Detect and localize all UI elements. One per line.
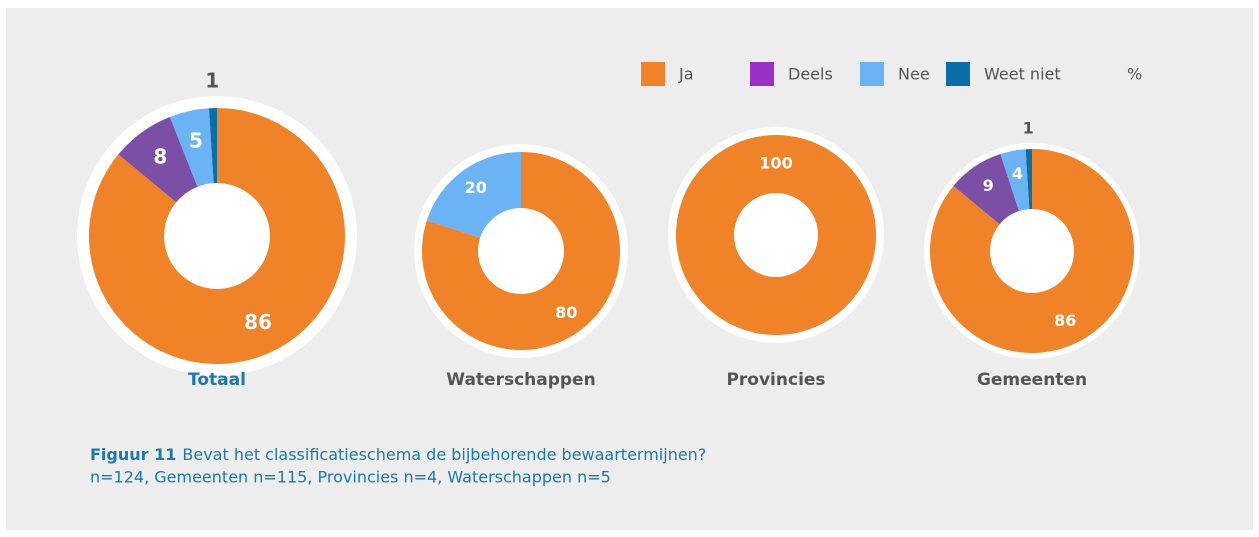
donut-slice: [953, 153, 1020, 225]
donut-slice: [1000, 149, 1030, 212]
data-label: 100: [759, 154, 792, 173]
legend-label: Weet niet: [984, 65, 1061, 84]
data-label: 4: [1012, 164, 1023, 183]
donut-slice: [930, 149, 1135, 354]
donut-slice: [421, 152, 620, 350]
donut-slice: [118, 116, 198, 203]
chart-title: Provincies: [726, 370, 825, 390]
data-label: 8: [153, 144, 167, 168]
legend-label: Ja: [678, 65, 694, 84]
donut-slice: [89, 108, 346, 364]
data-label: 86: [1054, 311, 1076, 330]
caption-note: n=124, Gemeenten n=115, Provincies n=4, …: [90, 468, 611, 487]
donut-slice: [208, 108, 217, 184]
caption-label: Figuur 11: [90, 445, 176, 464]
data-label: 20: [465, 178, 487, 197]
legend-swatch: [860, 62, 884, 86]
chart-title: Totaal: [188, 370, 246, 390]
donut-slice: [675, 134, 877, 335]
donut-slice: [169, 108, 214, 187]
chart-title: Gemeenten: [977, 370, 1087, 390]
data-label: 1: [205, 69, 219, 93]
data-label: 9: [983, 176, 994, 195]
legend-label: Nee: [898, 65, 930, 84]
caption-text: Bevat het classificatieschema de bijbeho…: [182, 445, 706, 464]
legend-label: Deels: [788, 65, 833, 84]
legend-swatch: [946, 62, 970, 86]
data-label: 80: [555, 303, 577, 322]
legend-swatch: [641, 62, 665, 86]
caption: Figuur 11 Bevat het classificatieschema d…: [90, 445, 706, 464]
legend-swatch: [750, 62, 774, 86]
donut-slice: [426, 152, 521, 238]
chart-title: Waterschappen: [446, 370, 595, 390]
legend-unit: %: [1127, 65, 1142, 84]
donut-slice: [1025, 149, 1032, 210]
data-label: 86: [244, 310, 272, 334]
data-label: 1: [1023, 119, 1034, 138]
data-label: 5: [189, 128, 203, 152]
